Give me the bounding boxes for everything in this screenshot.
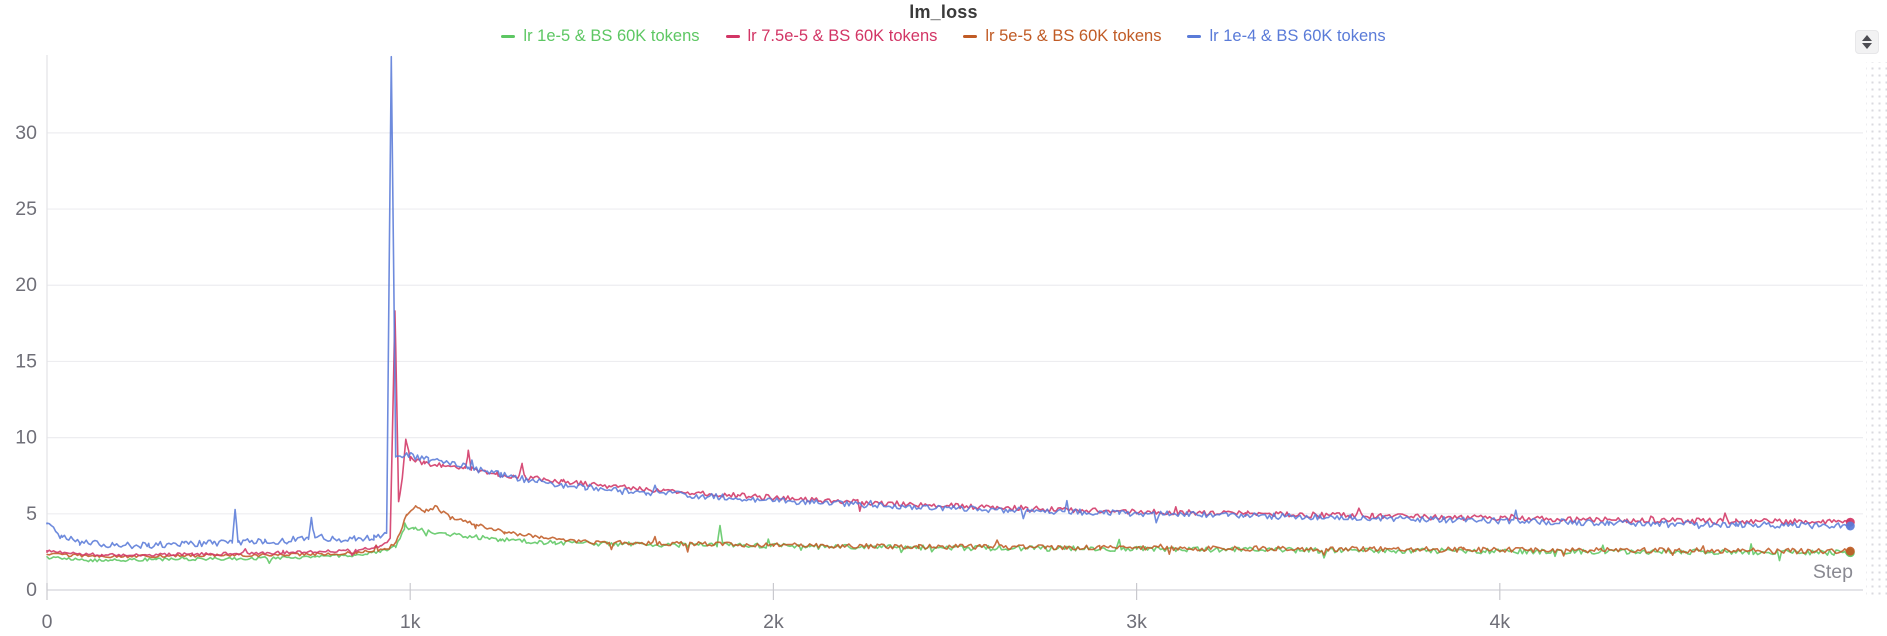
x-tick-label: 4k bbox=[1489, 611, 1510, 633]
legend-dash-icon bbox=[725, 34, 740, 39]
legend-item-3[interactable]: lr 1e-4 & BS 60K tokens bbox=[1187, 27, 1386, 46]
x-tick-label: 3k bbox=[1126, 611, 1147, 633]
legend-label: lr 7.5e-5 & BS 60K tokens bbox=[747, 27, 938, 45]
resize-gutter-dots[interactable] bbox=[1866, 62, 1887, 598]
x-tick-label: 2k bbox=[763, 611, 784, 633]
series-end-marker[interactable] bbox=[1845, 546, 1855, 556]
x-axis-title: Step bbox=[1813, 561, 1853, 583]
triangle-up-icon bbox=[1862, 35, 1872, 41]
series-line[interactable] bbox=[46, 55, 1852, 550]
legend-label: lr 1e-4 & BS 60K tokens bbox=[1209, 27, 1386, 45]
legend-label: lr 1e-5 & BS 60K tokens bbox=[523, 27, 700, 45]
legend-label: lr 5e-5 & BS 60K tokens bbox=[985, 27, 1162, 45]
legend-item-2[interactable]: lr 5e-5 & BS 60K tokens bbox=[963, 27, 1161, 46]
series-end-marker[interactable] bbox=[1845, 521, 1855, 531]
legend-item-1[interactable]: lr 7.5e-5 & BS 60K tokens bbox=[725, 27, 938, 46]
legend-dash-icon bbox=[501, 34, 516, 39]
series-line[interactable] bbox=[46, 504, 1851, 559]
y-tick-label: 20 bbox=[15, 274, 37, 296]
y-tick-label: 10 bbox=[15, 427, 37, 449]
legend-item-0[interactable]: lr 1e-5 & BS 60K tokens bbox=[501, 27, 700, 46]
y-tick-label: 0 bbox=[26, 579, 37, 601]
y-tick-label: 30 bbox=[15, 122, 37, 144]
legend-dash-icon bbox=[1187, 34, 1202, 39]
series-line[interactable] bbox=[46, 522, 1852, 565]
y-tick-label: 15 bbox=[15, 350, 37, 372]
triangle-down-icon bbox=[1862, 43, 1872, 49]
y-tick-label: 5 bbox=[26, 503, 37, 525]
panel-reorder-button[interactable] bbox=[1855, 30, 1879, 54]
x-tick-label: 0 bbox=[42, 611, 53, 633]
series-line[interactable] bbox=[46, 310, 1852, 557]
chart-title: lm_loss bbox=[909, 2, 978, 22]
y-tick-label: 25 bbox=[15, 198, 37, 220]
x-tick-label: 1k bbox=[400, 611, 421, 633]
chart-legend: lr 1e-5 & BS 60K tokens lr 7.5e-5 & BS 60… bbox=[0, 27, 1887, 46]
legend-dash-icon bbox=[963, 34, 978, 39]
